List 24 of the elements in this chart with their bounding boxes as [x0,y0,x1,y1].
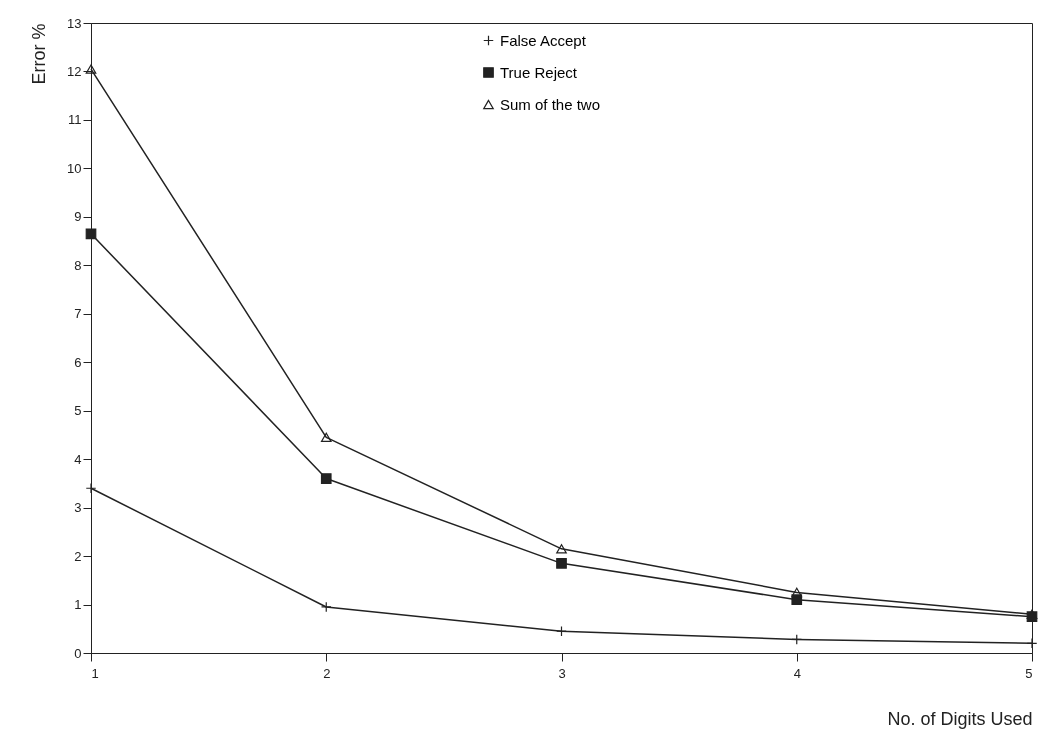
x-tick-label: 5 [1025,665,1033,681]
y-tick-label: 0 [74,645,82,661]
y-tick-label: 2 [74,548,82,564]
x-tick-label: 3 [558,665,566,681]
y-tick-label: 9 [74,209,82,225]
y-axis-title: Error % [29,23,50,85]
y-tick-label: 10 [67,160,82,176]
x-tick-label: 1 [91,665,99,681]
y-tick-label: 7 [74,306,82,322]
y-tick-label: 1 [74,597,82,613]
x-axis-title: No. of Digits Used [887,708,1033,729]
y-tick-label: 11 [68,112,82,128]
legend-label: Sum of the two [500,95,601,113]
legend-label: True Reject [500,63,578,81]
x-tick-label: 2 [323,665,331,681]
y-tick-label: 12 [67,63,82,79]
y-tick-label: 5 [74,403,82,419]
y-tick-label: 3 [74,500,82,516]
x-tick-label: 4 [793,665,801,681]
legend-label: False Accept [500,31,587,49]
y-tick-label: 13 [67,15,82,31]
y-tick-label: 4 [74,451,82,467]
y-tick-label: 6 [74,354,82,370]
y-tick-label: 8 [74,257,82,273]
